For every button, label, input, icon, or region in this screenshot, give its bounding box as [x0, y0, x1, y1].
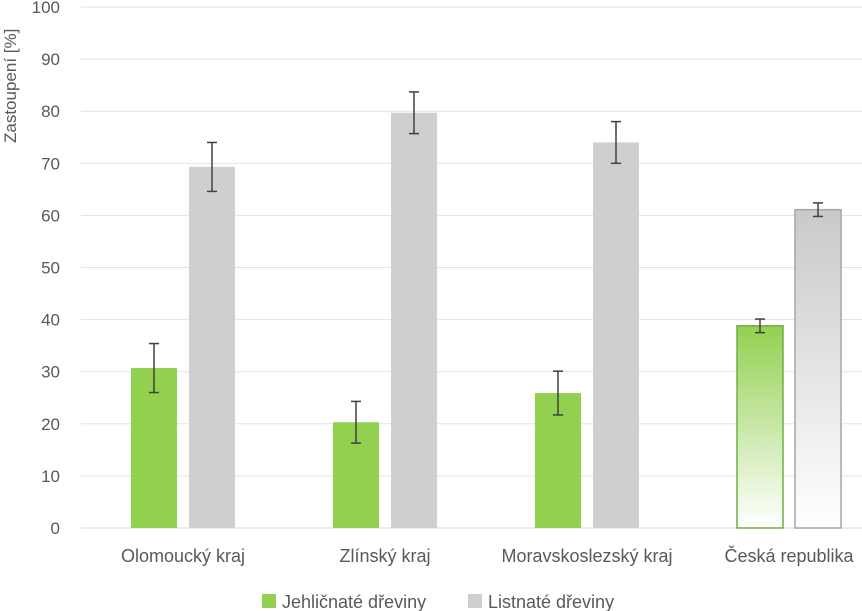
bar-listnate-0 [189, 166, 235, 528]
bar-jehlicnate-3 [736, 325, 784, 529]
y-tick-label: 50 [41, 259, 60, 278]
y-axis-ticks: 0 10 20 30 40 50 60 70 80 90 100 [32, 0, 60, 538]
bar-listnate-2 [593, 142, 639, 528]
category-label: Česká republika [724, 545, 854, 566]
y-tick-label: 70 [41, 154, 60, 173]
y-tick-label: 10 [41, 467, 60, 486]
bars [131, 112, 842, 529]
y-tick-label: 30 [41, 363, 60, 382]
y-tick-label: 90 [41, 50, 60, 69]
bar-listnate-3 [794, 208, 842, 529]
y-tick-label: 0 [51, 519, 60, 538]
category-label: Zlínský kraj [339, 546, 430, 566]
error-bars [149, 91, 823, 444]
y-tick-label: 100 [32, 0, 60, 17]
y-tick-label: 40 [41, 311, 60, 330]
y-tick-label: 80 [41, 102, 60, 121]
legend-label-0: Jehličnaté dřeviny [282, 592, 426, 611]
category-label: Moravskoslezský kraj [501, 546, 672, 566]
legend: Jehličnaté dřeviny Listnaté dřeviny [262, 592, 614, 611]
legend-swatch-0 [262, 594, 276, 608]
y-tick-label: 60 [41, 206, 60, 225]
bar-listnate-1 [391, 112, 437, 528]
x-axis-categories: Olomoucký kraj Zlínský kraj Moravskoslezsk… [121, 545, 855, 566]
y-axis-title: Zastoupení [%] [1, 29, 20, 143]
y-tick-label: 20 [41, 415, 60, 434]
legend-swatch-1 [468, 594, 482, 608]
bar-jehlicnate-0 [131, 368, 177, 528]
category-label: Olomoucký kraj [121, 546, 245, 566]
legend-label-1: Listnaté dřeviny [488, 592, 614, 611]
